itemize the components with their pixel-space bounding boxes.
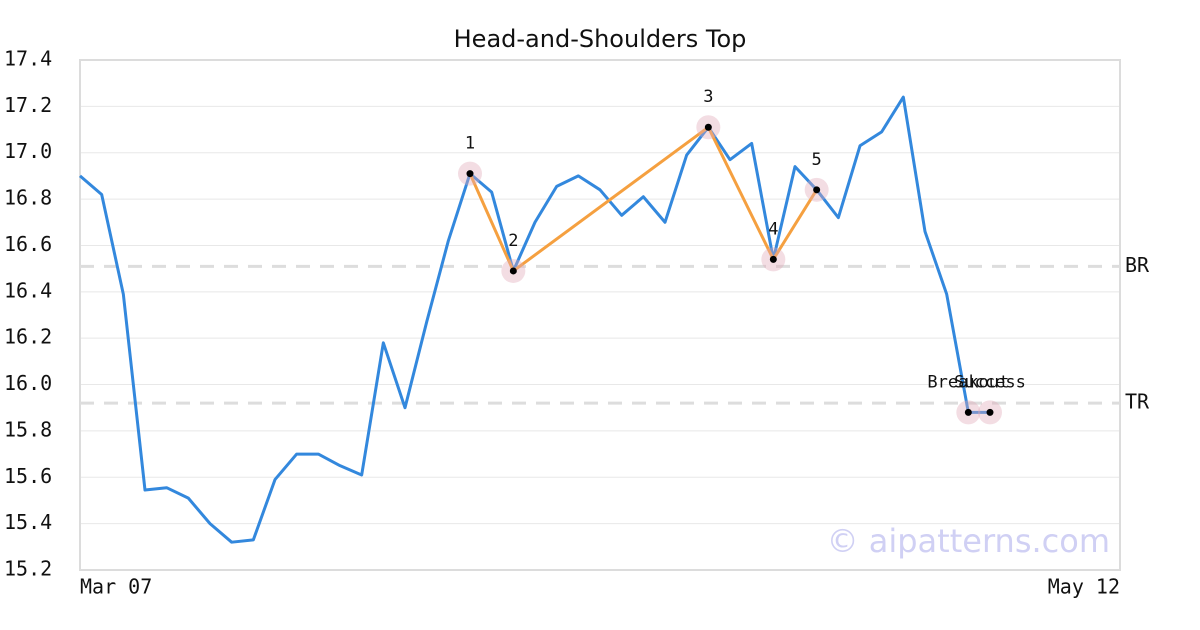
y-tick-label: 17.4 <box>4 47 52 71</box>
chart-title: Head-and-Shoulders Top <box>454 25 747 53</box>
point-dot <box>986 408 994 416</box>
point-label: 2 <box>508 231 518 251</box>
point-dot <box>769 255 777 263</box>
point-dot <box>964 408 972 416</box>
point-label: Success <box>954 372 1026 392</box>
point-label: 5 <box>812 150 822 170</box>
y-tick-label: 15.4 <box>4 510 52 534</box>
y-tick-label: 16.8 <box>4 186 52 210</box>
point-label: 3 <box>703 87 713 107</box>
point-dot <box>813 186 821 194</box>
y-tick-label: 16.4 <box>4 278 52 302</box>
point-label: 1 <box>465 134 475 154</box>
level-label: BR <box>1125 253 1150 277</box>
plot-frame <box>79 59 1121 571</box>
y-tick-label: 16.0 <box>4 371 52 395</box>
x-tick-label: Mar 07 <box>80 575 152 599</box>
y-tick-label: 16.2 <box>4 325 52 349</box>
level-label: TR <box>1125 390 1150 414</box>
point-dot <box>509 267 517 275</box>
point-label: Breakout <box>927 372 1009 392</box>
y-tick-label: 17.0 <box>4 139 52 163</box>
point-dot <box>466 170 474 178</box>
y-tick-label: 15.6 <box>4 464 52 488</box>
x-tick-label: May 12 <box>1048 575 1120 599</box>
y-tick-label: 16.6 <box>4 232 52 256</box>
point-dot <box>704 123 712 131</box>
watermark: © aipatterns.com <box>827 522 1110 560</box>
price-line <box>79 95 990 544</box>
y-tick-label: 17.2 <box>4 93 52 117</box>
point-label: 4 <box>768 219 778 239</box>
y-tick-label: 15.2 <box>4 557 52 581</box>
y-tick-label: 15.8 <box>4 417 52 441</box>
